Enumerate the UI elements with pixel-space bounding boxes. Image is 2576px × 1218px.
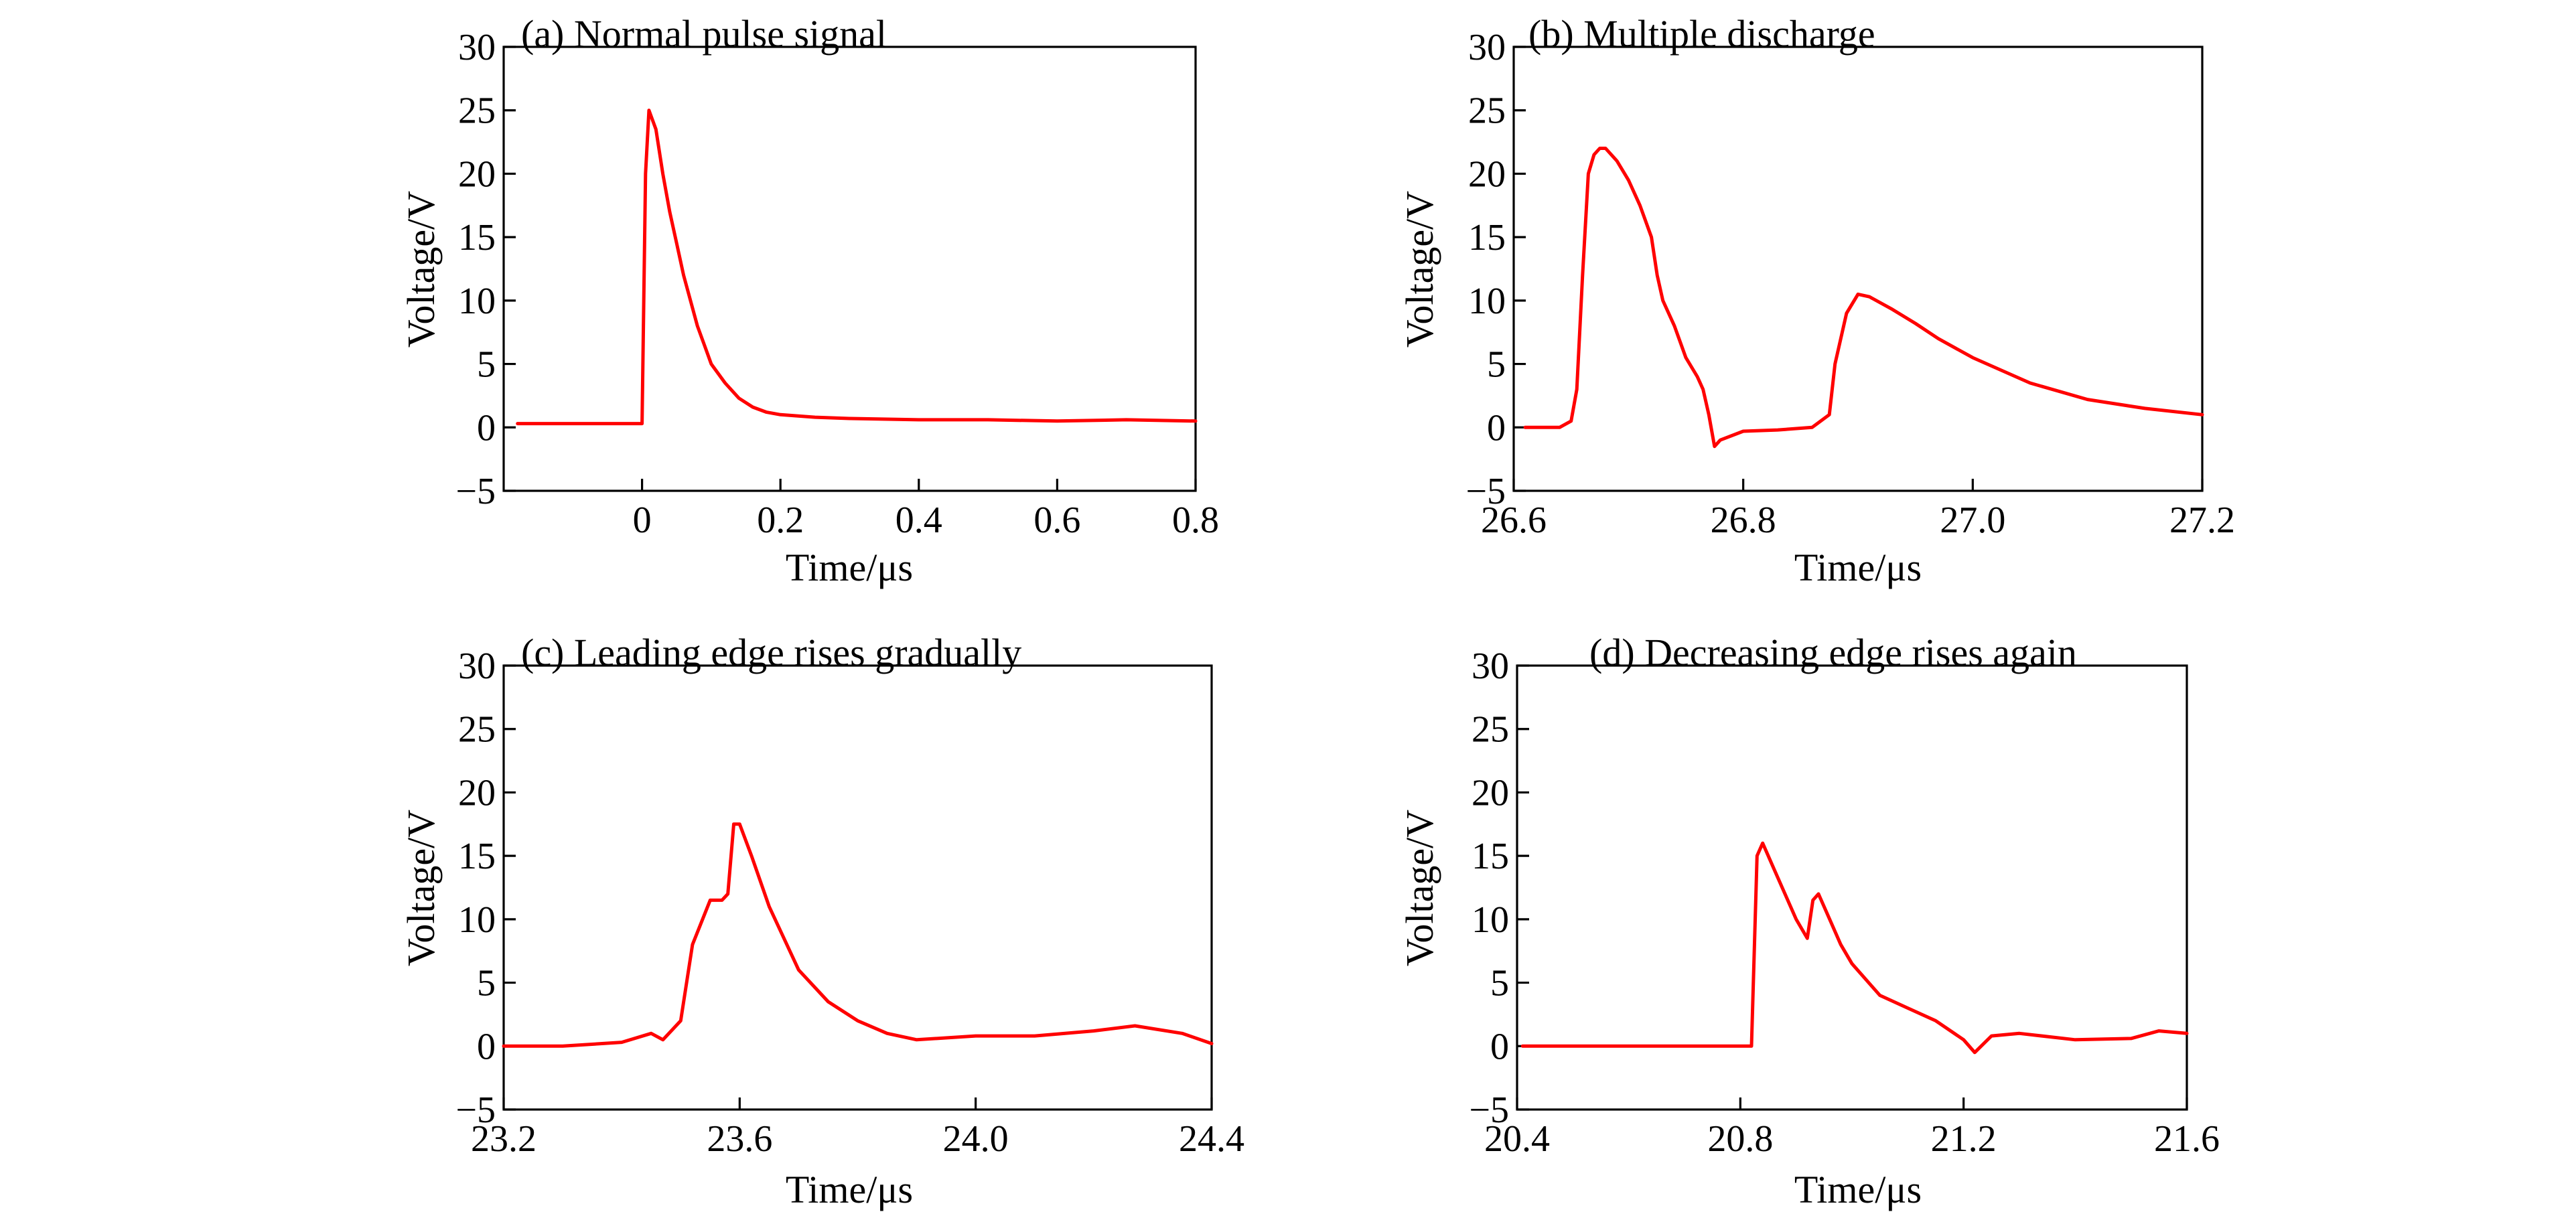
panel-c-title: (c) Leading edge rises gradually [521, 631, 1021, 674]
panel-a-y-tick-label: −5 [455, 471, 496, 512]
panel-a-x-tick-label: 0.2 [757, 500, 804, 541]
panel-d-x-tick-label: 20.8 [1707, 1118, 1773, 1160]
panel-a-title: (a) Normal pulse signal [521, 12, 887, 56]
panel-c-y-tick-label: −5 [455, 1089, 496, 1131]
panel-c-x-tick-label: 24.4 [1179, 1118, 1244, 1160]
panel-a-y-tick-label: 30 [458, 27, 496, 68]
panel-c-x-tick-label: 23.2 [471, 1118, 536, 1160]
panel-d-x-tick-label: 20.4 [1484, 1118, 1550, 1160]
panel-a-y-tick-label: 5 [477, 344, 496, 386]
panel-d-voltage-trace [1520, 841, 2189, 1055]
panel-d-title: (d) Decreasing edge rises again [1589, 631, 2077, 674]
panel-d-y-tick-label: 25 [1472, 709, 1509, 751]
panel-d-y-tick-label: 30 [1472, 645, 1509, 687]
panel-c-y-tick-label: 25 [458, 709, 496, 751]
panel-b-marks: −5 0 5 10 15 20 25 30 26.6 26.8 27.0 27.2 [1465, 27, 2235, 541]
panel-a-marks: −5 0 5 10 15 20 25 30 0 0.2 0.4 0.6 0.8 [455, 27, 1219, 541]
panel-a-y-tick-label: 10 [458, 281, 496, 322]
panel-b-frame [1512, 46, 2204, 492]
panel-a-x-tick-label: 0.4 [896, 500, 942, 541]
panel-c-marks: −5 0 5 10 15 20 25 30 23.2 23.6 24.0 24.4 [455, 645, 1244, 1160]
panel-c-y-tick-label: 10 [458, 899, 496, 941]
panel-c-y-tick-label: 30 [458, 645, 496, 687]
panel-b-y-tick-label: 25 [1468, 90, 1506, 132]
panel-b-y-tick-label: 10 [1468, 281, 1506, 322]
panel-a-x-axis-label: Time/μs [786, 546, 913, 589]
panel-b-x-axis-label: Time/μs [1794, 546, 1922, 589]
panel-c-y-tick-label: 5 [477, 963, 496, 1004]
panel-b-x-tick-label: 26.6 [1481, 500, 1547, 541]
panel-c-y-tick-label: 15 [458, 836, 496, 877]
panel-c-frame [502, 664, 1213, 1111]
panel-a-voltage-trace [516, 108, 1198, 426]
panel-c-voltage-trace [502, 822, 1214, 1048]
panel-d-x-tick-label: 21.2 [1931, 1118, 1997, 1160]
panel-b-voltage-trace [1523, 147, 2204, 449]
panel-b-title: (b) Multiple discharge [1528, 12, 1875, 56]
panel-b-y-tick-label: 20 [1468, 153, 1506, 195]
panel-b-x-tick-label: 27.0 [1940, 500, 2005, 541]
panel-d-x-axis-label: Time/μs [1794, 1168, 1922, 1211]
panel-a-frame [502, 46, 1197, 492]
panel-a-x-tick-label: 0.8 [1172, 500, 1219, 541]
panel-b-y-tick-label: 0 [1487, 407, 1506, 449]
panel-a-x-tick-label: 0.6 [1033, 500, 1080, 541]
panel-b-x-tick-label: 27.2 [2169, 500, 2235, 541]
panel-d: (d) Decreasing edge rises again −5 0 5 10 15… [1398, 631, 2220, 1211]
panel-a-y-tick-label: 0 [477, 407, 496, 449]
panel-b-y-tick-label: 30 [1468, 27, 1506, 68]
panel-c: (c) Leading edge rises gradually −5 0 5 10 1… [399, 631, 1244, 1211]
panel-a-y-tick-label: 25 [458, 90, 496, 132]
panel-d-y-tick-label: 5 [1490, 963, 1509, 1004]
panel-b-x-tick-label: 26.8 [1711, 500, 1776, 541]
panel-a-y-tick-label: 20 [458, 153, 496, 195]
panel-c-x-tick-label: 23.6 [707, 1118, 772, 1160]
panel-c-y-tick-label: 20 [458, 772, 496, 814]
panel-d-y-tick-label: 10 [1472, 899, 1509, 941]
panel-d-y-axis-label: Voltage/V [1398, 810, 1441, 966]
panel-b-y-tick-label: −5 [1465, 471, 1506, 512]
panel-c-y-tick-label: 0 [477, 1026, 496, 1067]
panel-d-y-tick-label: 15 [1472, 836, 1509, 877]
panel-a: (a) Normal pulse signal −5 0 5 10 15 20 25 30 0 0… [399, 12, 1219, 589]
panel-d-marks: −5 0 5 10 15 20 25 30 20.4 20.8 21.2 21.6 [1469, 645, 2220, 1160]
panel-b-y-tick-label: 15 [1468, 217, 1506, 258]
panel-d-y-tick-label: 20 [1472, 772, 1509, 814]
panel-b-y-tick-label: 5 [1487, 344, 1506, 386]
panel-c-x-axis-label: Time/μs [786, 1168, 913, 1211]
panel-c-x-tick-label: 24.0 [943, 1118, 1009, 1160]
panel-b-y-axis-label: Voltage/V [1398, 191, 1441, 348]
panel-a-y-axis-label: Voltage/V [399, 191, 443, 348]
panel-d-y-tick-label: 0 [1490, 1026, 1509, 1067]
panel-b: (b) Multiple discharge −5 0 5 10 15 20 25 30 26.… [1398, 12, 2235, 589]
panel-a-x-tick-label: 0 [633, 500, 652, 541]
panel-d-x-tick-label: 21.6 [2154, 1118, 2220, 1160]
panel-d-y-tick-label: −5 [1469, 1089, 1509, 1131]
panel-a-y-tick-label: 15 [458, 217, 496, 258]
panel-c-y-axis-label: Voltage/V [399, 810, 443, 966]
panel-d-frame [1516, 664, 2188, 1111]
